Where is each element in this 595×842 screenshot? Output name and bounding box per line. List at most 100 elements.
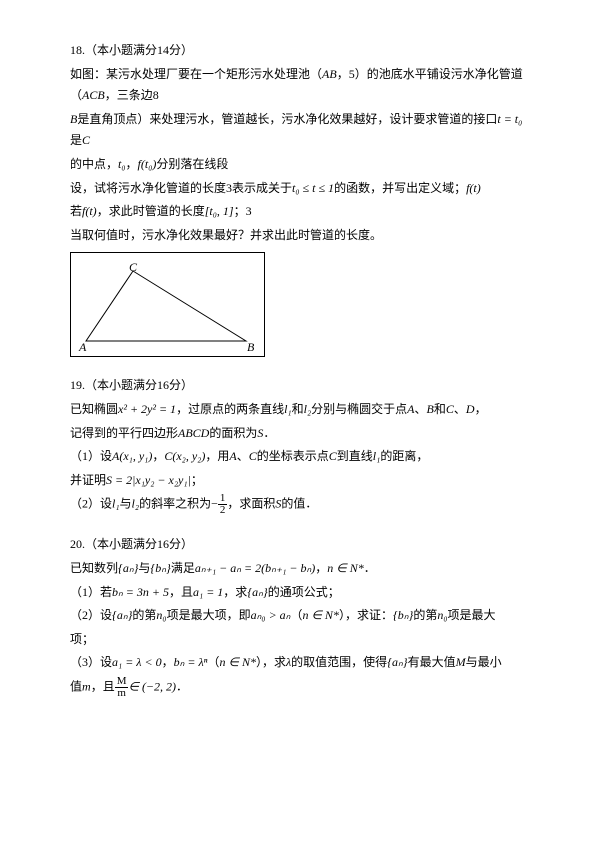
text: 项是最大项，即 xyxy=(167,608,251,622)
text: ，过原点的两条直线 xyxy=(176,402,284,416)
l1: l₁ xyxy=(284,402,292,416)
text: ， xyxy=(152,449,164,463)
rec: aₙ₊₁ − aₙ = 2(bₙ₊₁ − bₙ) xyxy=(195,561,315,575)
p18-l1: 如图：某污水处理厂要在一个矩形污水处理池（AB，5）的池底水平铺设污水净化管道（… xyxy=(70,64,530,107)
text: ， xyxy=(126,157,138,171)
l2: l₂ xyxy=(304,402,312,416)
text: ，且 xyxy=(169,585,193,599)
text: 与最小 xyxy=(466,655,502,669)
n0: n₀ xyxy=(156,608,166,622)
p18-l5: 设，试将污水净化管道的长度3表示成关于t₀ ≤ t ≤ 1的函数，并写出定义域；… xyxy=(70,178,530,200)
text: ，求此时管道的长度 xyxy=(97,204,205,218)
bn: {bₙ} xyxy=(150,561,170,575)
l2-3: l₂ xyxy=(132,497,140,511)
text: 的值． xyxy=(281,497,317,511)
text: ； xyxy=(234,204,246,218)
text: ， xyxy=(162,655,174,669)
text: ， xyxy=(315,561,327,575)
text: 满足 xyxy=(171,561,195,575)
text: ． xyxy=(364,561,376,575)
an0an: aₙ₀ > aₙ xyxy=(251,608,291,622)
a11: a₁ = 1 xyxy=(193,585,223,599)
neg-half: 12 xyxy=(218,493,228,516)
text: （1）若 xyxy=(70,585,112,599)
p20-num: 20.（本小题满分16分） xyxy=(70,534,530,556)
problem-18: 18.（本小题满分14分） 如图：某污水处理厂要在一个矩形污水处理池（AB，5）… xyxy=(70,40,530,357)
text: 的面积为 xyxy=(209,426,257,440)
text: 的中点， xyxy=(70,157,118,171)
nN: n ∈ N* xyxy=(327,561,363,575)
text: ），求 xyxy=(256,655,286,669)
ACB: ACB xyxy=(82,88,105,102)
l1-3: l₁ xyxy=(112,497,120,511)
p19-l3: （1）设A(x₁, y₁)，C(x₂, y₂)，用A、C的坐标表示点C到直线l₁… xyxy=(70,446,530,468)
Cx2y2: C(x₂, y₂) xyxy=(164,449,205,463)
text: 和 xyxy=(292,402,304,416)
text: 取何值时，污水净化效果最好？并求出此时管道的长度。 xyxy=(82,228,382,242)
in22: ∈ (−2, 2) xyxy=(128,679,176,693)
text: 有最大值 xyxy=(408,655,456,669)
text: 的函数，并写出定义域； xyxy=(334,181,466,195)
text: 的坐标表示点 xyxy=(257,449,329,463)
text: 分别落在线段 xyxy=(156,157,228,171)
p19-l5: （2）设l₁与l₂的斜率之积为−12，求面积S的值． xyxy=(70,493,530,516)
t0: t₀ xyxy=(118,157,126,171)
label-A: A xyxy=(79,337,86,359)
t0t1: t₀ ≤ t ≤ 1 xyxy=(292,181,334,195)
text: （ xyxy=(207,655,219,669)
text: （2）设 xyxy=(70,608,112,622)
text: ，求 xyxy=(223,585,247,599)
text: （ xyxy=(290,608,302,622)
a1lam: a₁ = λ < 0 xyxy=(112,655,162,669)
text: 的距离， xyxy=(380,449,428,463)
triangle-svg xyxy=(71,253,264,356)
text: ，且 xyxy=(91,679,115,693)
Ax1y1: A(x₁, y₁) xyxy=(112,449,152,463)
text: 当 xyxy=(70,228,82,242)
text: 如图：某污水处理厂要在一个矩形污水处理池（ xyxy=(70,67,322,81)
p20-l3: （2）设{aₙ}的第n₀项是最大项，即aₙ₀ > aₙ（n ∈ N*），求证：{… xyxy=(70,605,530,627)
text: 与 xyxy=(138,561,150,575)
B: B xyxy=(427,402,434,416)
nN2: n ∈ N* xyxy=(302,608,338,622)
text: ， xyxy=(475,402,487,416)
den: m xyxy=(115,688,129,699)
text: 、 xyxy=(414,402,426,416)
text: 与 xyxy=(120,497,132,511)
text: ，三条边 xyxy=(105,88,153,102)
problem-20: 20.（本小题满分16分） 已知数列{aₙ}与{bₙ}满足aₙ₊₁ − aₙ =… xyxy=(70,534,530,699)
p20-l2: （1）若bₙ = 3n + 5，且a₁ = 1，求{aₙ}的通项公式； xyxy=(70,582,530,604)
text: 、 xyxy=(237,449,249,463)
C3: C xyxy=(329,449,337,463)
ft0: f(t₀) xyxy=(138,157,157,171)
text: 的取值范围，使得 xyxy=(291,655,387,669)
p18-l7: 当取何值时，污水净化效果最好？并求出此时管道的长度。 xyxy=(70,225,530,247)
p20-l6: 值m，且Mm∈ (−2, 2)． xyxy=(70,676,530,699)
triangle-figure: A B C xyxy=(70,252,265,357)
C2: C xyxy=(249,449,257,463)
p20-l5: （3）设a₁ = λ < 0，bₙ = λⁿ（n ∈ N*），求λ的取值范围，使… xyxy=(70,652,530,674)
text: 的斜率之积为 xyxy=(139,497,211,511)
p20-l1: 已知数列{aₙ}与{bₙ}满足aₙ₊₁ − aₙ = 2(bₙ₊₁ − bₙ)，… xyxy=(70,558,530,580)
text: ， xyxy=(337,67,349,81)
text: （2）设 xyxy=(70,497,112,511)
ABCD: ABCD xyxy=(178,426,209,440)
text: 到直线 xyxy=(337,449,373,463)
problem-19: 19.（本小题满分16分） 已知椭圆x² + 2y² = 1，过原点的两条直线l… xyxy=(70,375,530,516)
an2: {aₙ} xyxy=(247,585,267,599)
D: D xyxy=(466,402,475,416)
AB: AB xyxy=(322,67,337,81)
n02: n₀ xyxy=(437,608,447,622)
C: C xyxy=(82,133,90,147)
text: （3）设 xyxy=(70,655,112,669)
den: 2 xyxy=(218,505,228,516)
text: 分别与椭圆交于点 xyxy=(311,402,407,416)
p18-l6: 若f(t)，求此时管道的长度[t₀, 1]；3 xyxy=(70,201,530,223)
text: 若 xyxy=(70,204,82,218)
p18-l2: B是直角顶点）来处理污水，管道越长，污水净化效果越好，设计要求管道的接口t = … xyxy=(70,109,530,152)
text: 项； xyxy=(70,632,94,646)
text: 是直角顶点）来处理污水，管道越长，污水净化效果越好，设计要求管道的接口 xyxy=(77,112,497,126)
p19-l1: 已知椭圆x² + 2y² = 1，过原点的两条直线l₁和l₂分别与椭圆交于点A、… xyxy=(70,399,530,421)
text: 、 xyxy=(454,402,466,416)
text: ，试将污水净化管道的长度 xyxy=(82,181,226,195)
